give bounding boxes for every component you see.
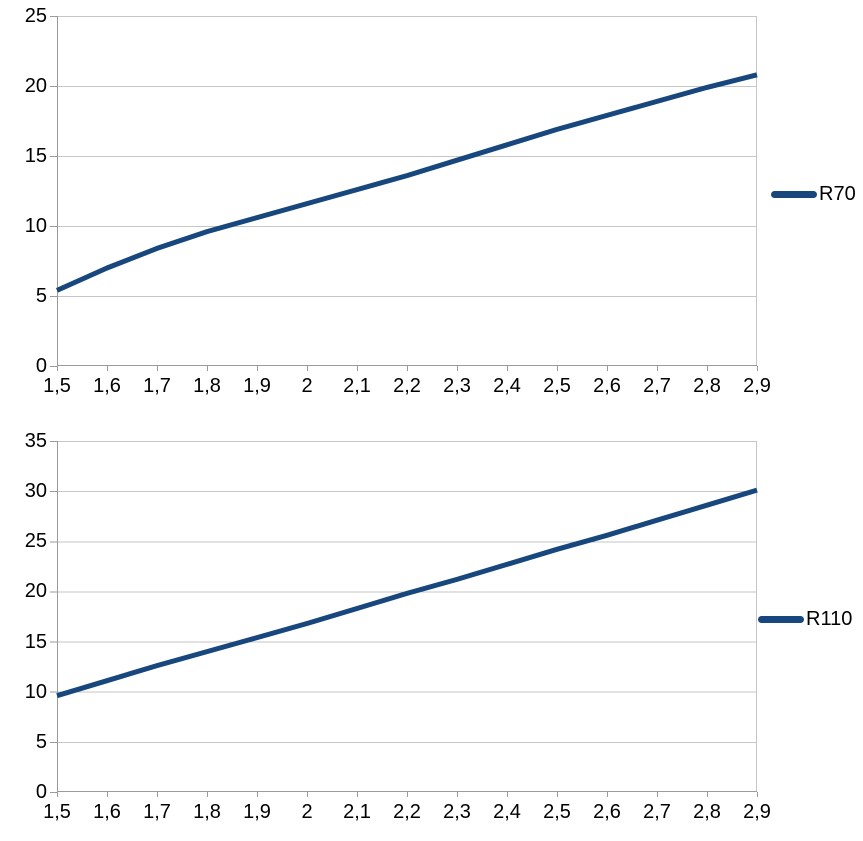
series-line-r110 xyxy=(56,487,758,699)
x-tick-label: 2 xyxy=(301,375,313,397)
x-tick-label: 2,3 xyxy=(443,375,471,397)
legend-line-sample-r70 xyxy=(771,190,817,198)
y-tick-label: 25 xyxy=(24,530,47,553)
x-tick-label: 2,6 xyxy=(593,801,621,823)
x-tick-label: 2,4 xyxy=(493,375,521,397)
series-line-r70 xyxy=(55,72,758,293)
x-tick-label: 1,5 xyxy=(43,801,71,823)
x-tick-label: 2 xyxy=(301,801,313,823)
legend-label-r110: R110 xyxy=(806,608,853,630)
x-tick-label: 1,8 xyxy=(193,375,221,397)
y-tick-label: 10 xyxy=(24,215,47,237)
x-tick-label: 2,2 xyxy=(393,375,421,397)
y-tick-label: 30 xyxy=(24,480,47,503)
x-tick-label: 2,9 xyxy=(743,375,771,397)
x-tick-label: 1,9 xyxy=(243,375,271,397)
plot-area-r70 xyxy=(50,16,758,371)
y-tick-label: 5 xyxy=(35,285,47,307)
y-tick-label: 20 xyxy=(24,580,47,603)
y-tick-label: 15 xyxy=(24,145,47,167)
legend-r70: R70 xyxy=(771,183,856,205)
x-tick-label: 2,9 xyxy=(743,801,771,823)
legend-line-sample-r110 xyxy=(758,615,804,623)
x-tick-label: 2,7 xyxy=(643,801,671,823)
x-tick-label: 2,3 xyxy=(443,801,471,823)
x-tick-label: 2,1 xyxy=(343,375,371,397)
x-tick-label: 2,8 xyxy=(693,801,721,823)
x-tick-label: 1,9 xyxy=(243,801,271,823)
plot-area-r110 xyxy=(50,441,758,797)
x-tick-label: 2,6 xyxy=(593,375,621,397)
y-tick-label: 10 xyxy=(24,680,47,703)
y-tick-label: 35 xyxy=(24,430,47,452)
x-tick-label: 1,7 xyxy=(143,801,171,823)
y-tick-label: 15 xyxy=(24,630,47,653)
y-tick-label: 0 xyxy=(35,781,47,803)
chart-r110: 0 5 10 15 20 25 30 35 1,5 1,6 1,7 1,8 1,9 2 2,1 2,2 2,3… xyxy=(0,420,863,841)
y-tick-label: 0 xyxy=(35,355,47,377)
legend-r110: R110 xyxy=(758,608,852,630)
y-tick-label: 25 xyxy=(24,5,47,27)
x-tick-label: 1,5 xyxy=(43,375,71,397)
x-tick-label: 1,6 xyxy=(93,801,121,823)
x-tick-label: 2,8 xyxy=(693,375,721,397)
y-tick-label: 20 xyxy=(24,75,47,97)
legend-label-r70: R70 xyxy=(819,183,856,205)
chart-r70: 0 5 10 15 20 25 1,5 1,6 1,7 1,8 1,9 2 2,1 2,2 2,3 2,4 2… xyxy=(0,0,863,420)
y-tick-label: 5 xyxy=(35,730,47,753)
x-tick-label: 1,6 xyxy=(93,375,121,397)
x-tick-label: 2,2 xyxy=(393,801,421,823)
x-tick-label: 1,8 xyxy=(193,801,221,823)
x-tick-label: 2,1 xyxy=(343,801,371,823)
x-tick-label: 2,4 xyxy=(493,801,521,823)
x-tick-label: 1,7 xyxy=(143,375,171,397)
x-tick-label: 2,5 xyxy=(543,375,571,397)
x-tick-label: 2,5 xyxy=(543,801,571,823)
x-tick-label: 2,7 xyxy=(643,375,671,397)
